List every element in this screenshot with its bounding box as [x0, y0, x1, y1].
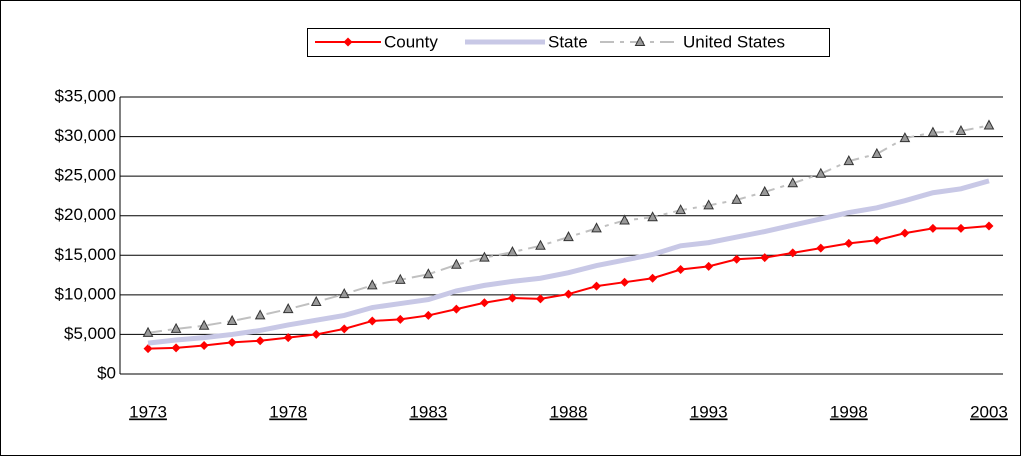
- x-tick-label: 1973: [129, 402, 167, 421]
- point: [844, 238, 854, 248]
- point: [759, 185, 771, 196]
- x-tick-label: 2003: [970, 402, 1008, 421]
- point: [564, 289, 574, 299]
- point: [955, 124, 967, 136]
- point: [787, 177, 799, 188]
- point: [311, 329, 321, 339]
- legend-marker: [634, 35, 646, 46]
- point: [507, 293, 517, 303]
- y-tick-label: $15,000: [55, 245, 116, 264]
- point: [535, 239, 546, 250]
- point: [226, 314, 238, 325]
- point: [872, 235, 882, 245]
- point: [170, 322, 182, 333]
- point: [900, 228, 910, 238]
- point: [843, 155, 855, 166]
- point: [676, 265, 686, 275]
- point: [956, 223, 966, 233]
- point: [871, 147, 883, 158]
- point: [143, 344, 153, 354]
- x-tick-label: 1993: [690, 402, 728, 421]
- y-tick-label: $35,000: [55, 86, 116, 105]
- point: [142, 326, 154, 337]
- x-tick-label: 1983: [409, 402, 447, 421]
- point: [647, 211, 658, 222]
- point: [592, 281, 602, 291]
- point: [927, 126, 939, 137]
- point: [535, 294, 545, 304]
- point: [928, 223, 938, 233]
- point: [423, 310, 433, 320]
- point: [984, 221, 994, 231]
- point: [479, 298, 489, 308]
- x-tick-label: 1988: [550, 402, 588, 421]
- point: [310, 295, 322, 306]
- point: [451, 304, 461, 314]
- point: [282, 303, 294, 314]
- point: [703, 199, 714, 210]
- series-line: [147, 178, 990, 346]
- point: [479, 251, 490, 262]
- y-tick-label: $25,000: [55, 166, 116, 185]
- point: [648, 273, 658, 283]
- point: [198, 319, 210, 330]
- point: [983, 119, 995, 130]
- legend-box: [307, 28, 830, 57]
- point: [451, 258, 462, 269]
- point: [395, 314, 405, 324]
- point: [563, 231, 574, 242]
- legend-label: United States: [683, 32, 785, 51]
- point: [366, 279, 378, 290]
- point: [339, 324, 349, 334]
- y-tick-label: $10,000: [55, 284, 116, 303]
- point: [283, 333, 293, 343]
- point: [788, 248, 798, 258]
- x-tick-label: 1978: [269, 402, 307, 421]
- point: [816, 243, 826, 253]
- point: [367, 316, 377, 326]
- point: [338, 287, 350, 299]
- point: [899, 132, 911, 143]
- point: [732, 254, 742, 264]
- y-tick-label: $20,000: [55, 205, 116, 224]
- point: [507, 246, 518, 257]
- legend-label: State: [548, 32, 588, 51]
- point: [394, 273, 406, 284]
- point: [675, 204, 686, 215]
- y-tick-label: $5,000: [64, 324, 116, 343]
- legend-marker: [343, 37, 353, 47]
- point: [619, 214, 630, 225]
- point: [199, 341, 209, 351]
- point: [423, 268, 434, 279]
- point: [760, 253, 770, 263]
- y-tick-label: $30,000: [55, 126, 116, 145]
- x-tick-label: 1998: [830, 402, 868, 421]
- point: [620, 277, 630, 287]
- point: [591, 222, 602, 233]
- point: [255, 336, 265, 346]
- point: [171, 343, 181, 353]
- point: [704, 261, 714, 271]
- y-tick-label: $0: [97, 363, 116, 382]
- point: [815, 167, 827, 178]
- point: [254, 309, 266, 320]
- point: [731, 193, 743, 204]
- point: [227, 337, 237, 347]
- legend-label: County: [384, 32, 438, 51]
